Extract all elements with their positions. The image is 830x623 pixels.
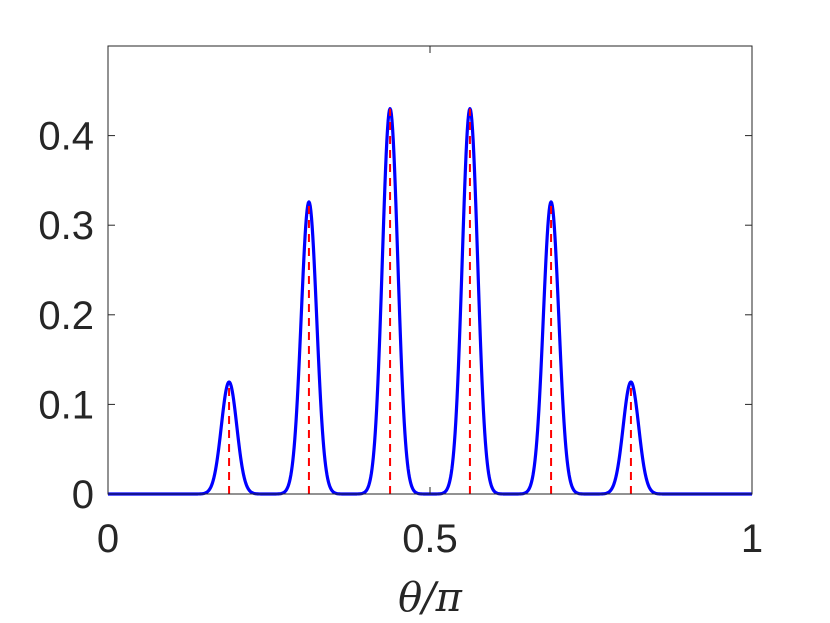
y-tick-label: 0 [72, 473, 94, 517]
tick-layer: 0 0.5 1 0 0.1 0.2 0.3 0.4 [38, 46, 763, 561]
y-tick-label: 0.4 [38, 115, 94, 159]
y-tick-label: 0.1 [38, 383, 94, 427]
x-tick-label: 1 [741, 517, 763, 561]
x-tick-label: 0 [97, 517, 119, 561]
x-tick-label: 0.5 [402, 517, 458, 561]
x-axis-label: θ/π [398, 575, 463, 621]
y-tick-label: 0.2 [38, 294, 94, 338]
y-tick-label: 0.3 [38, 204, 94, 248]
plot-area [108, 46, 752, 494]
